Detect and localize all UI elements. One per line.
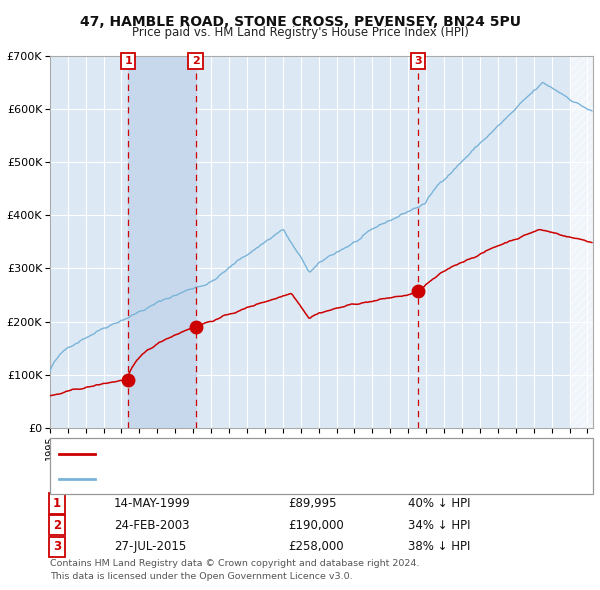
- Text: 47, HAMBLE ROAD, STONE CROSS, PEVENSEY, BN24 5PU (detached house): 47, HAMBLE ROAD, STONE CROSS, PEVENSEY, …: [101, 449, 513, 459]
- Text: £258,000: £258,000: [288, 540, 344, 553]
- Text: 40% ↓ HPI: 40% ↓ HPI: [408, 497, 470, 510]
- Text: 2: 2: [53, 519, 61, 532]
- Text: This data is licensed under the Open Government Licence v3.0.: This data is licensed under the Open Gov…: [50, 572, 352, 581]
- Text: Contains HM Land Registry data © Crown copyright and database right 2024.: Contains HM Land Registry data © Crown c…: [50, 559, 419, 568]
- Text: 1: 1: [53, 497, 61, 510]
- Bar: [128, 56, 196, 428]
- Text: HPI: Average price, detached house, Wealden: HPI: Average price, detached house, Weal…: [101, 474, 350, 484]
- Bar: [571, 56, 593, 428]
- Text: 24-FEB-2003: 24-FEB-2003: [114, 519, 190, 532]
- Text: 27-JUL-2015: 27-JUL-2015: [114, 540, 186, 553]
- Text: 3: 3: [415, 56, 422, 66]
- Text: 3: 3: [53, 540, 61, 553]
- Text: 2: 2: [192, 56, 200, 66]
- Text: £190,000: £190,000: [288, 519, 344, 532]
- Text: 47, HAMBLE ROAD, STONE CROSS, PEVENSEY, BN24 5PU: 47, HAMBLE ROAD, STONE CROSS, PEVENSEY, …: [79, 15, 521, 29]
- Text: 38% ↓ HPI: 38% ↓ HPI: [408, 540, 470, 553]
- Text: 34% ↓ HPI: 34% ↓ HPI: [408, 519, 470, 532]
- Text: 14-MAY-1999: 14-MAY-1999: [114, 497, 191, 510]
- Text: 1: 1: [124, 56, 132, 66]
- Text: £89,995: £89,995: [288, 497, 337, 510]
- Text: Price paid vs. HM Land Registry's House Price Index (HPI): Price paid vs. HM Land Registry's House …: [131, 26, 469, 39]
